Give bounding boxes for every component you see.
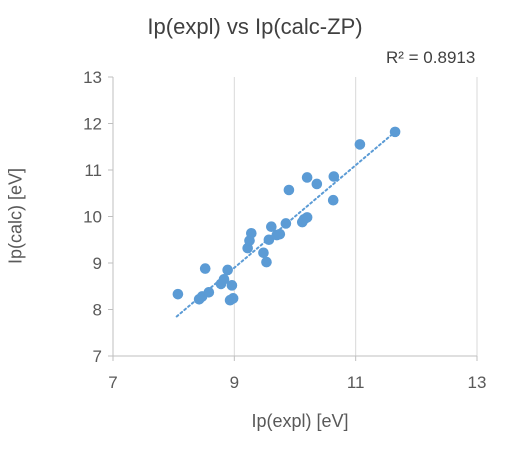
data-point [301,172,313,183]
x-tick-label: 13 [468,373,487,392]
y-tick-label: 12 [83,115,102,134]
y-tick-label: 10 [83,208,102,227]
x-tick-label: 9 [230,373,239,392]
x-axis-label: Ip(expl) [eV] [251,411,349,431]
data-point [327,194,339,206]
data-point [222,264,233,276]
r-squared-label: R² = 0.8913 [386,48,476,67]
data-point [266,221,277,233]
data-point [258,247,269,259]
x-tick-label: 11 [347,373,365,392]
x-tick-label: 7 [108,373,117,392]
data-point [274,228,286,240]
chart-title: Ip(expl) vs Ip(calc-ZP) [147,14,363,39]
data-point [328,171,340,182]
y-tick-label: 8 [93,301,102,320]
data-point [199,263,211,274]
y-tick-label: 13 [83,68,102,87]
data-point [301,212,313,223]
y-tick-label: 7 [93,347,102,366]
y-tick-label: 11 [84,161,102,180]
data-point [261,256,272,268]
data-point [226,280,238,291]
y-axis-label: Ip(calc) [eV] [5,167,26,265]
data-point [246,227,257,239]
data-point [311,178,323,190]
data-point [263,234,275,246]
data-point [203,286,215,298]
data-point [389,126,401,138]
data-point [218,273,230,285]
data-point [227,293,239,304]
data-point [280,218,292,229]
data-point [354,139,366,150]
data-point [172,288,184,300]
data-point [283,184,295,196]
y-tick-label: 9 [93,254,102,273]
